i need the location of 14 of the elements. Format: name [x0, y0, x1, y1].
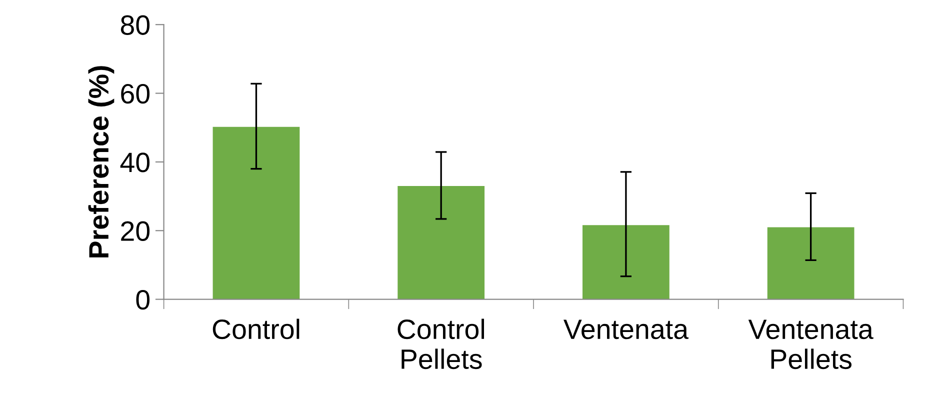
- y-tick-label: 40: [120, 152, 150, 172]
- y-tick-label: 20: [121, 221, 150, 241]
- x-tick-label: Control Pellets: [398, 318, 484, 370]
- x-tick-label: Control: [212, 318, 300, 340]
- y-tick-label: 60: [121, 84, 150, 104]
- x-tick-label: Ventenata Pellets: [748, 320, 874, 370]
- bar: [582, 225, 670, 300]
- y-tick-label: 0: [136, 290, 150, 310]
- bar: [398, 186, 485, 300]
- bar: [212, 126, 300, 300]
- y-axis-title: Preference (%): [88, 66, 114, 258]
- x-tick-label: Ventenata: [564, 320, 689, 340]
- y-tick-label: 80: [120, 15, 150, 35]
- bar: [767, 227, 854, 300]
